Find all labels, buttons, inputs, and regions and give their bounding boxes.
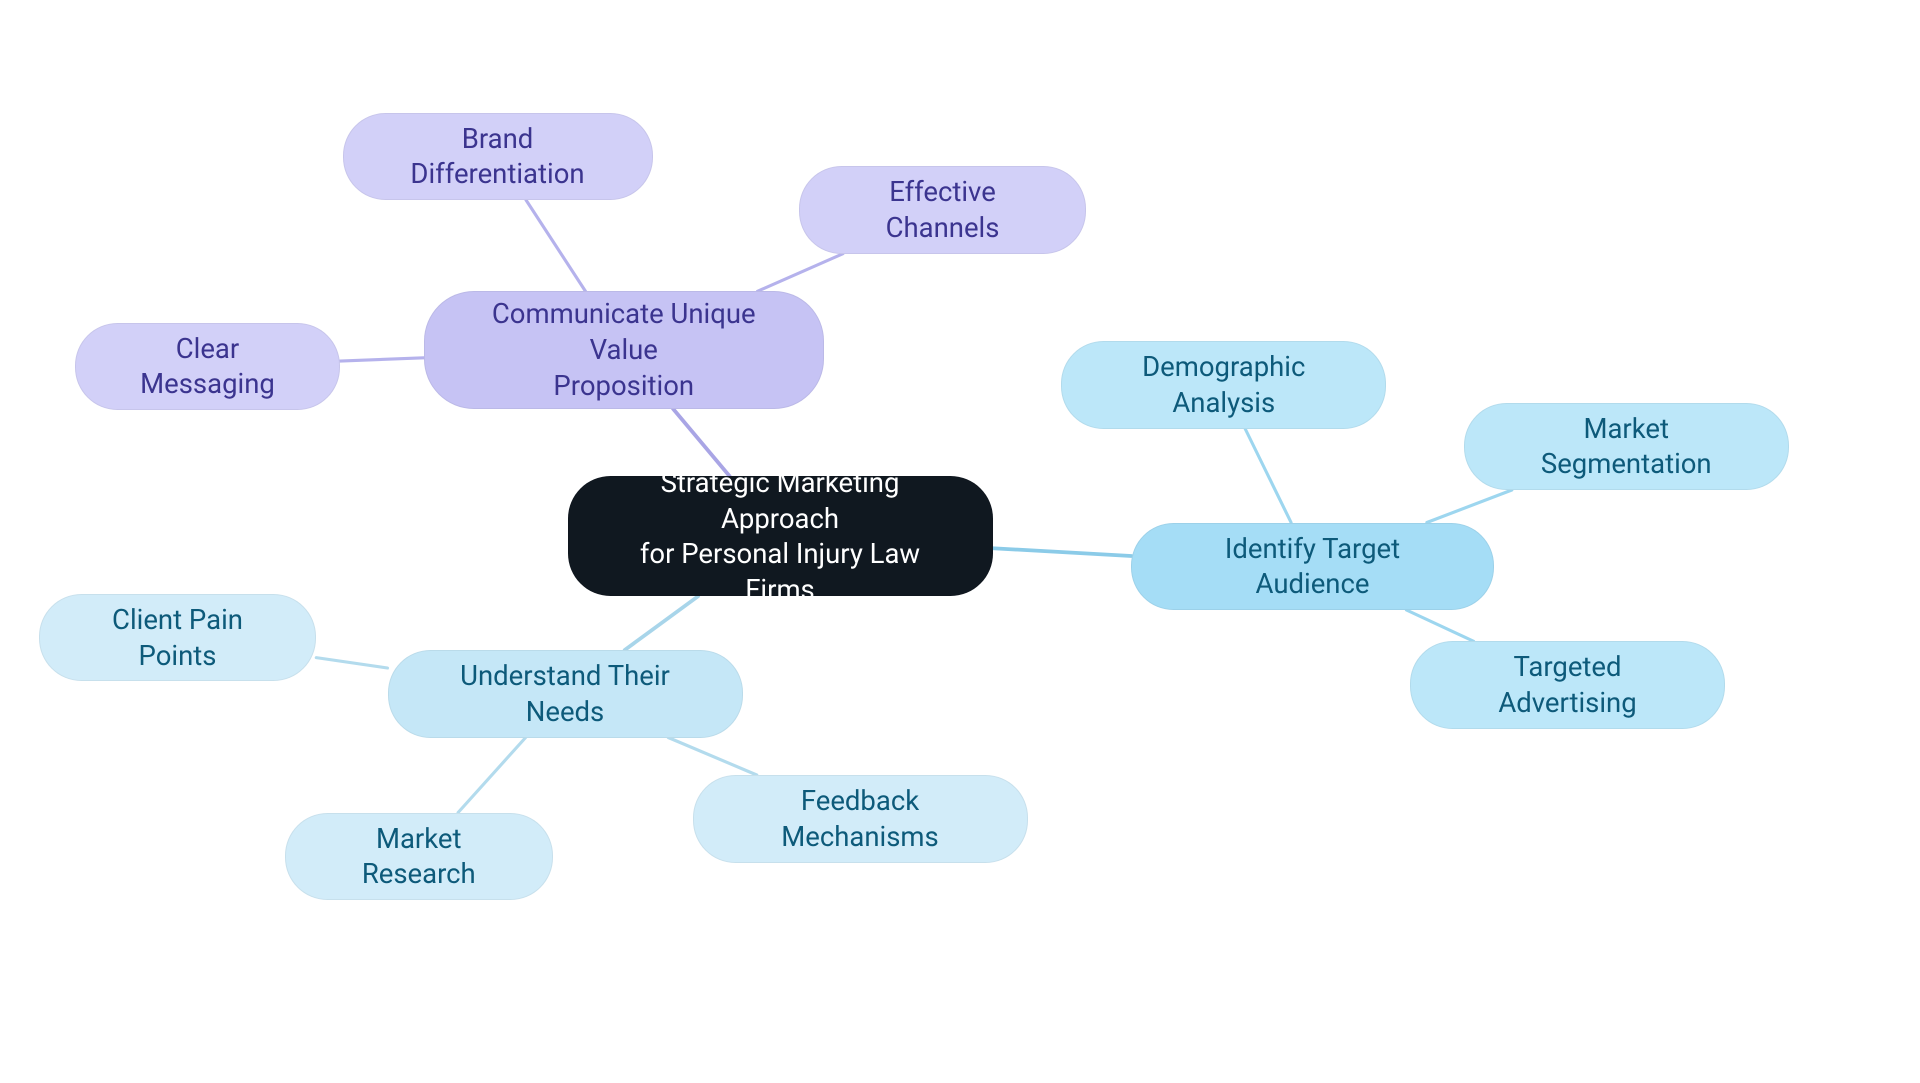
node-pain[interactable]: Client Pain Points <box>39 594 317 682</box>
node-brand[interactable]: Brand Differentiation <box>343 113 653 201</box>
edge-center-identify <box>993 548 1132 556</box>
node-label: Strategic Marketing Approach for Persona… <box>605 465 956 608</box>
node-segmentation[interactable]: Market Segmentation <box>1464 403 1789 491</box>
edge-communicate-messaging <box>340 358 424 361</box>
edge-understand-research <box>458 738 526 813</box>
node-targeted[interactable]: Targeted Advertising <box>1410 641 1725 729</box>
node-label: Targeted Advertising <box>1445 649 1690 721</box>
node-label: Client Pain Points <box>74 602 282 674</box>
node-label: Market Research <box>320 821 518 893</box>
node-center[interactable]: Strategic Marketing Approach for Persona… <box>568 476 993 596</box>
edge-communicate-brand <box>526 200 585 291</box>
edge-identify-targeted <box>1406 610 1473 641</box>
edge-communicate-channels <box>758 254 843 292</box>
node-label: Market Segmentation <box>1499 411 1754 483</box>
node-label: Effective Channels <box>834 174 1052 246</box>
node-demographic[interactable]: Demographic Analysis <box>1061 341 1386 429</box>
node-communicate[interactable]: Communicate Unique Value Proposition <box>424 291 824 409</box>
node-label: Demographic Analysis <box>1096 349 1351 421</box>
node-label: Feedback Mechanisms <box>728 783 993 855</box>
node-understand[interactable]: Understand Their Needs <box>388 650 743 738</box>
mindmap-diagram: Strategic Marketing Approach for Persona… <box>0 0 1920 1083</box>
edge-identify-demographic <box>1245 429 1291 523</box>
node-label: Clear Messaging <box>110 331 305 403</box>
node-messaging[interactable]: Clear Messaging <box>75 323 340 411</box>
node-channels[interactable]: Effective Channels <box>799 166 1087 254</box>
node-label: Identify Target Audience <box>1166 531 1459 603</box>
node-identify[interactable]: Identify Target Audience <box>1131 523 1494 611</box>
node-label: Brand Differentiation <box>378 121 618 193</box>
node-research[interactable]: Market Research <box>285 813 553 901</box>
node-feedback[interactable]: Feedback Mechanisms <box>693 775 1028 863</box>
node-label: Communicate Unique Value Proposition <box>459 296 789 403</box>
edge-understand-pain <box>316 658 387 668</box>
node-label: Understand Their Needs <box>423 658 708 730</box>
edge-identify-segmentation <box>1427 490 1512 523</box>
edge-understand-feedback <box>668 738 757 776</box>
